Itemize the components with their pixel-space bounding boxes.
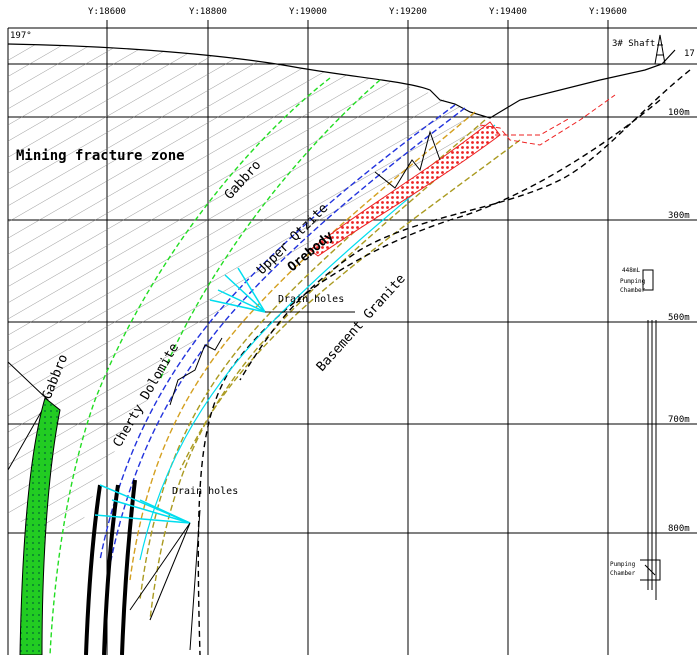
chamber-label: Pumping	[610, 561, 636, 568]
orebody	[309, 121, 501, 257]
depth-label: 500m	[668, 313, 690, 323]
depth-label: 700m	[668, 415, 690, 425]
depth-label: 300m	[668, 211, 690, 221]
drain-label: Drain holes	[172, 486, 238, 497]
orebody-extension	[479, 94, 616, 146]
rock-label: Basement Granite	[314, 271, 409, 374]
drain-label: Drain holes	[278, 294, 344, 305]
shaft	[640, 34, 666, 600]
elevation-label: 197°	[10, 31, 32, 41]
chamber-label: 448mL	[622, 267, 640, 274]
chamber-label: Pumping	[620, 278, 646, 285]
shaft-label: 3# Shaft	[612, 39, 655, 49]
contact-line	[7, 360, 49, 472]
zone-label: Mining fracture zone	[16, 148, 185, 164]
drain-holes	[94, 267, 266, 524]
axis-label: Y:19000	[289, 7, 327, 17]
dolomite-lines	[84, 479, 137, 655]
axis-label: Y:18600	[88, 7, 126, 17]
axis-label: Y:19400	[489, 7, 527, 17]
elevation-right: 17	[684, 49, 695, 59]
gabbro-band	[19, 397, 61, 655]
axis-label: Y:19600	[589, 7, 627, 17]
depth-label: 800m	[668, 524, 690, 534]
axis-label: Y:19200	[389, 7, 427, 17]
chamber-label: Chamber	[610, 570, 636, 577]
chamber-label: Chamber	[620, 287, 646, 294]
fracture-zone	[8, 44, 488, 530]
axis-label: Y:18800	[189, 7, 227, 17]
survey-lines	[129, 130, 441, 651]
depth-label: 100m	[668, 108, 690, 118]
ground-surface	[7, 43, 676, 119]
